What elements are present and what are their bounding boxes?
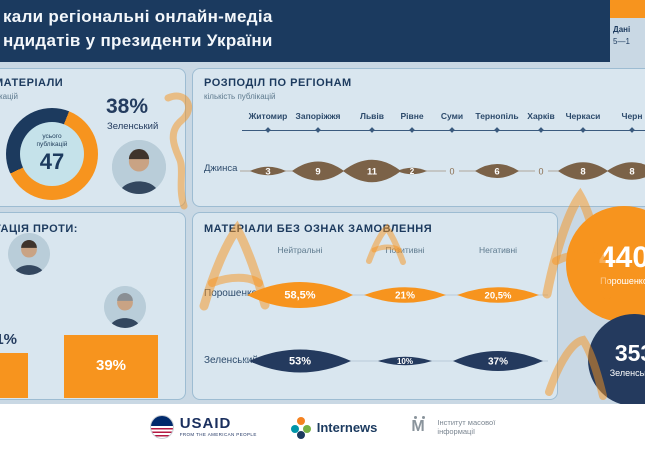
imi-name-line1: Інститут масової (437, 417, 496, 427)
zelensky-photo (112, 140, 166, 194)
agitation-right-bar-label: 39% (95, 357, 127, 374)
sentiment-value: 20,5% (485, 291, 512, 302)
header (0, 0, 645, 62)
regions-panel (192, 68, 645, 207)
agitation-panel-title: ТАЦІЯ ПРОТИ: (0, 223, 78, 235)
violin-zaporizhzhia (292, 161, 344, 181)
dzhynsa-violin-chart: 3 9 11 2 0 6 0 8 8 (240, 159, 645, 183)
agitation-bar-poroshenko: 39% (64, 335, 158, 398)
violin-chern (607, 162, 645, 180)
internews-name: Internews (316, 419, 378, 435)
usaid-name: USAID (179, 415, 232, 433)
region-value: 0 (538, 167, 543, 177)
poroshenko-photo (104, 286, 146, 328)
column-header-neutral: Нейтральні (277, 245, 323, 255)
person-avatar-icon (104, 286, 146, 328)
region-label: Запоріжжя (295, 111, 341, 121)
violin-lviv (343, 159, 401, 183)
region-label: Тернопіль (475, 111, 519, 121)
header-title-line2: ндидатів у президенти України (3, 31, 273, 50)
donut-total-value: 47 (39, 149, 65, 175)
region-label: Житомир (248, 111, 288, 121)
usaid-logo: USAID FROM THE AMERICAN PEOPLE (149, 415, 257, 439)
imi-name-line2: інформації (437, 427, 476, 436)
total-circle-poroshenko: 440 Порошенко (566, 206, 645, 322)
regions-axis-line (242, 130, 645, 131)
header-orange-accent (610, 0, 645, 18)
violin-zhytomyr (250, 166, 286, 176)
violin-rivne (397, 167, 427, 175)
sentiment-value: 53% (289, 356, 311, 368)
imi-monogram-icon: М (411, 416, 426, 435)
total-value-zelensky: 353 (614, 340, 645, 366)
violin-ternopil (475, 164, 519, 178)
person-avatar-icon (112, 140, 166, 194)
sentiment-value: 10% (397, 357, 413, 366)
violin-zelensky-negative (453, 351, 543, 371)
violin-zelensky-positive (378, 356, 432, 366)
agitation-left-bar-label: 61% (0, 331, 18, 348)
sentiment-violin-chart: 58,5% 21% 20,5% 53% 10% 37% (240, 282, 548, 373)
donut-center-text-2: публікацій (36, 140, 68, 148)
zelensky-share-pct: 38% (106, 95, 149, 118)
region-value: 2 (410, 167, 415, 176)
header-period-line1: Дані (613, 25, 631, 34)
total-circle-zelensky: 353 Зеленський (588, 314, 645, 406)
zelensky-photo-small (8, 233, 50, 275)
donut-center-text-1: усього (42, 133, 62, 141)
agitation-bar-zelensky (0, 353, 28, 398)
violin-zelensky-neutral (249, 349, 351, 373)
region-value: 11 (367, 167, 378, 178)
row-label-zelensky: Зеленський (204, 355, 258, 366)
footer: USAID FROM THE AMERICAN PEOPLE Internews… (0, 404, 645, 450)
region-value: 0 (449, 167, 454, 177)
usaid-tagline: FROM THE AMERICAN PEOPLE (179, 432, 257, 438)
region-label: Суми (440, 111, 464, 121)
column-header-negative: Негативні (478, 245, 518, 255)
sentiment-panel-title: МАТЕРІАЛИ БЕЗ ОЗНАК ЗАМОВЛЕННЯ (204, 223, 433, 235)
dzhynsa-row-label: Джинса (204, 163, 238, 174)
violin-poroshenko-neutral (247, 282, 353, 308)
sentiment-value: 21% (395, 291, 415, 302)
region-label: Львів (359, 111, 385, 121)
region-label: Черн (621, 111, 643, 121)
total-label-zelensky: Зеленський (609, 368, 645, 378)
regions-panel-title: РОЗПОДІЛ ПО РЕГІОНАМ (204, 77, 352, 89)
header-title-line1: кали регіональні онлайн-медіа (3, 7, 273, 26)
total-label-poroshenko: Порошенко (600, 275, 645, 286)
region-value: 6 (494, 167, 499, 178)
materials-panel-title: МАТЕРІАЛИ (0, 77, 64, 89)
region-value: 9 (315, 167, 320, 178)
regions-panel-subtitle: кількість публікацій (204, 92, 276, 101)
violin-cherkasy (558, 162, 608, 180)
imi-logo: М Інститут масової інформації (411, 416, 495, 438)
header-period-line2: 5—1 (613, 37, 630, 46)
internews-logo: Internews (290, 417, 378, 439)
person-avatar-icon (8, 233, 50, 275)
zelensky-share-name: Зеленський (107, 121, 159, 132)
violin-poroshenko-negative (457, 287, 539, 303)
materials-panel-subtitle: кацій (0, 92, 18, 101)
usaid-seal-icon (149, 415, 174, 439)
publications-donut-center: усього публікацій 47 (20, 122, 84, 186)
total-value-poroshenko: 440 (598, 240, 645, 274)
sentiment-value: 58,5% (284, 290, 315, 302)
region-value: 3 (265, 167, 270, 178)
sentiment-value: 37% (488, 357, 508, 368)
region-label: Черкаси (565, 111, 601, 121)
violin-poroshenko-positive (364, 287, 446, 303)
region-label: Рівне (400, 111, 424, 121)
region-value: 8 (580, 167, 585, 178)
internews-globe-icon (290, 417, 311, 439)
region-label: Харків (527, 111, 555, 121)
region-value: 8 (629, 167, 634, 178)
